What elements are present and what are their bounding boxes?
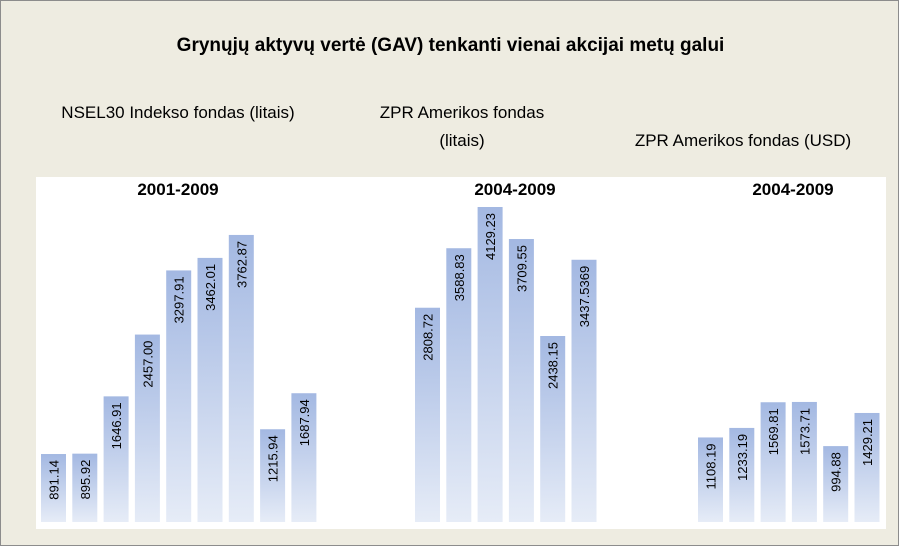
value-label: 891.14 [47,460,62,500]
bar [415,307,440,522]
value-label: 3709.55 [514,245,529,292]
bar [823,446,849,522]
bar [854,412,880,522]
bar [508,239,534,523]
value-label: 3297.91 [172,276,187,323]
bar [698,437,723,522]
bar [72,453,98,522]
panel-subtitle: ZPR Amerikos fondas (USD) [634,131,852,150]
value-label: 2808.72 [421,314,436,361]
bar [166,270,192,522]
panel-title: 2004-2009 [474,180,555,199]
bar [197,257,223,522]
value-label: 4129.23 [483,213,498,260]
value-label: 1215.94 [266,435,281,482]
value-label: 3588.83 [452,254,467,301]
chart-title: Grynųjų aktyvų vertė (GAV) tenkanti vien… [176,35,725,56]
bar [571,259,597,522]
bar [103,396,129,522]
bar [228,234,254,522]
value-label: 895.92 [78,460,93,500]
value-label: 1569.81 [766,408,781,455]
panel-title: 2004-2009 [752,180,833,199]
value-label: 1573.71 [797,408,812,455]
panel-subtitle: ZPR Amerikos fondas (litais) [379,103,545,150]
bar [477,207,503,522]
value-label: 1646.91 [109,402,124,449]
value-label: 3462.01 [203,264,218,311]
panel-title: 2001-2009 [137,180,218,199]
panel-subtitle: NSEL30 Indekso fondas (litais) [61,103,295,122]
value-label: 3437.5369 [577,266,592,327]
bar [760,402,786,522]
bar [291,393,317,522]
value-label: 1108.19 [704,443,719,489]
value-label: 1429.21 [860,419,875,466]
bar [446,248,472,522]
bar [540,336,566,522]
bar [41,454,66,522]
value-label: 2438.15 [546,342,561,389]
bar [791,401,817,522]
bar [134,334,160,522]
value-label: 3762.87 [234,241,249,288]
bar [260,429,286,522]
value-label: 1687.94 [297,399,312,446]
value-label: 1233.19 [735,434,750,481]
value-label: 994.88 [829,452,844,492]
bar [729,427,755,522]
value-label: 2457.00 [140,341,155,388]
